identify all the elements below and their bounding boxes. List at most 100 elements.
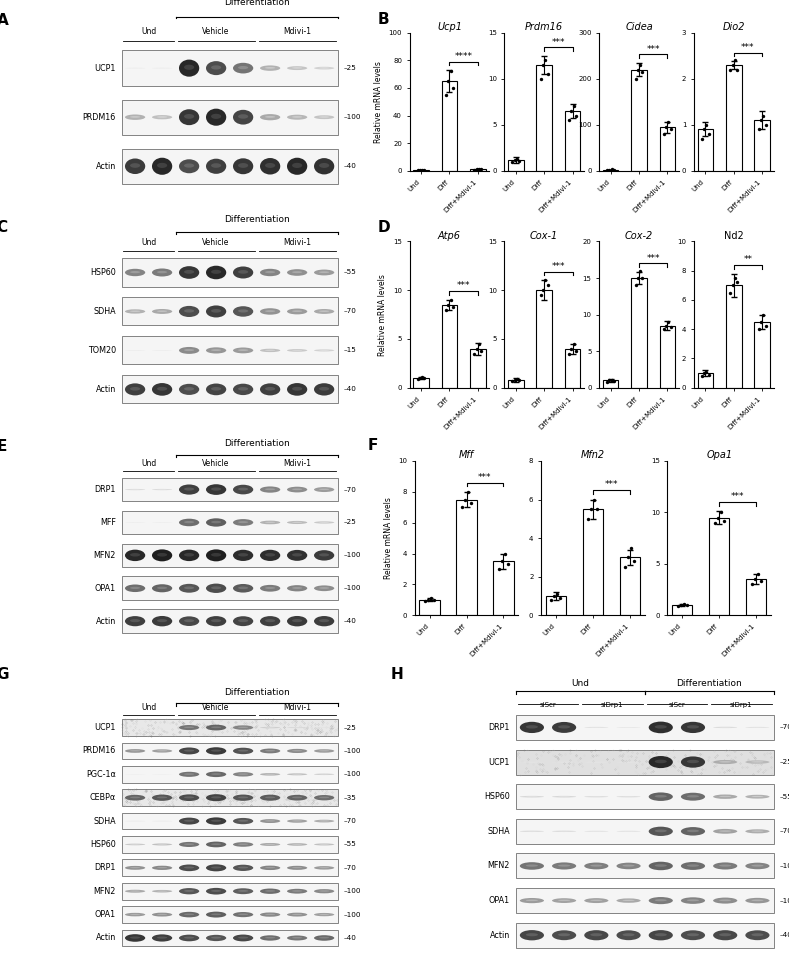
Text: ***: ***	[646, 254, 660, 262]
Text: SDHA: SDHA	[488, 827, 510, 835]
Ellipse shape	[520, 930, 544, 940]
Point	[565, 104, 578, 119]
Point	[447, 299, 459, 315]
Point	[748, 571, 761, 587]
Text: Mdivi-1: Mdivi-1	[283, 238, 311, 247]
Ellipse shape	[130, 797, 140, 799]
Ellipse shape	[713, 930, 737, 940]
Title: Prdm16: Prdm16	[525, 22, 563, 32]
Text: –40: –40	[780, 932, 789, 938]
Ellipse shape	[238, 553, 249, 557]
FancyBboxPatch shape	[122, 258, 338, 287]
Ellipse shape	[751, 899, 764, 901]
Ellipse shape	[125, 616, 145, 626]
Ellipse shape	[211, 749, 221, 752]
Ellipse shape	[265, 553, 275, 557]
Ellipse shape	[125, 795, 145, 801]
Ellipse shape	[292, 891, 302, 892]
Ellipse shape	[616, 930, 641, 940]
Point	[539, 52, 552, 68]
Point	[712, 510, 724, 526]
Text: B: B	[378, 12, 390, 27]
Ellipse shape	[233, 725, 253, 730]
Ellipse shape	[179, 725, 200, 730]
Ellipse shape	[558, 864, 570, 866]
Ellipse shape	[649, 721, 673, 733]
Ellipse shape	[287, 727, 307, 728]
Text: Und: Und	[141, 238, 156, 247]
Text: Vehicle: Vehicle	[203, 459, 230, 469]
Point	[462, 484, 474, 499]
Ellipse shape	[179, 864, 200, 871]
Ellipse shape	[719, 796, 731, 797]
Ellipse shape	[265, 750, 275, 751]
Ellipse shape	[238, 587, 249, 590]
Ellipse shape	[552, 862, 576, 869]
Point	[680, 597, 693, 613]
Ellipse shape	[314, 158, 335, 174]
Point	[671, 598, 684, 614]
Ellipse shape	[687, 795, 699, 798]
Bar	[508, 160, 524, 170]
Bar	[754, 120, 770, 170]
Ellipse shape	[125, 550, 145, 561]
Title: Mff: Mff	[459, 450, 474, 460]
Ellipse shape	[590, 899, 602, 901]
Ellipse shape	[314, 269, 335, 276]
Ellipse shape	[211, 521, 221, 524]
Ellipse shape	[623, 864, 634, 866]
Point	[727, 57, 739, 73]
Text: OPA1: OPA1	[95, 910, 116, 919]
Point	[634, 57, 646, 73]
Ellipse shape	[233, 747, 253, 754]
Ellipse shape	[746, 830, 769, 833]
Bar	[493, 561, 514, 616]
Ellipse shape	[125, 913, 145, 917]
Ellipse shape	[211, 773, 221, 774]
Ellipse shape	[287, 383, 307, 396]
Ellipse shape	[713, 760, 737, 764]
Ellipse shape	[713, 727, 737, 728]
Ellipse shape	[623, 899, 634, 901]
Point	[608, 162, 620, 177]
Ellipse shape	[125, 585, 145, 592]
Ellipse shape	[130, 553, 140, 557]
Bar	[631, 278, 647, 388]
Ellipse shape	[314, 749, 335, 753]
Ellipse shape	[558, 933, 570, 936]
Ellipse shape	[314, 866, 335, 869]
Text: ***: ***	[604, 480, 618, 490]
Ellipse shape	[184, 797, 194, 799]
Ellipse shape	[265, 937, 275, 939]
Ellipse shape	[265, 349, 275, 350]
Ellipse shape	[649, 756, 673, 768]
Point	[510, 371, 523, 386]
Ellipse shape	[238, 727, 249, 728]
Ellipse shape	[184, 488, 194, 491]
FancyBboxPatch shape	[122, 337, 338, 364]
Ellipse shape	[319, 163, 329, 167]
Bar	[470, 169, 486, 170]
Ellipse shape	[260, 487, 280, 493]
FancyBboxPatch shape	[122, 376, 338, 404]
Point	[746, 577, 758, 592]
Y-axis label: Relative mRNA levels: Relative mRNA levels	[383, 498, 392, 579]
Ellipse shape	[681, 930, 705, 940]
Point	[419, 593, 432, 609]
Ellipse shape	[152, 616, 172, 626]
Text: Actin: Actin	[95, 933, 116, 943]
FancyBboxPatch shape	[122, 297, 338, 325]
Ellipse shape	[184, 773, 194, 774]
Ellipse shape	[751, 762, 764, 763]
Ellipse shape	[206, 265, 226, 280]
Point	[456, 499, 469, 515]
Ellipse shape	[179, 935, 200, 941]
Ellipse shape	[287, 913, 307, 917]
Ellipse shape	[649, 897, 673, 904]
Point	[724, 285, 737, 300]
Point	[470, 162, 483, 177]
Ellipse shape	[314, 67, 335, 70]
Ellipse shape	[265, 163, 275, 167]
FancyBboxPatch shape	[122, 543, 338, 567]
Point	[444, 292, 457, 308]
